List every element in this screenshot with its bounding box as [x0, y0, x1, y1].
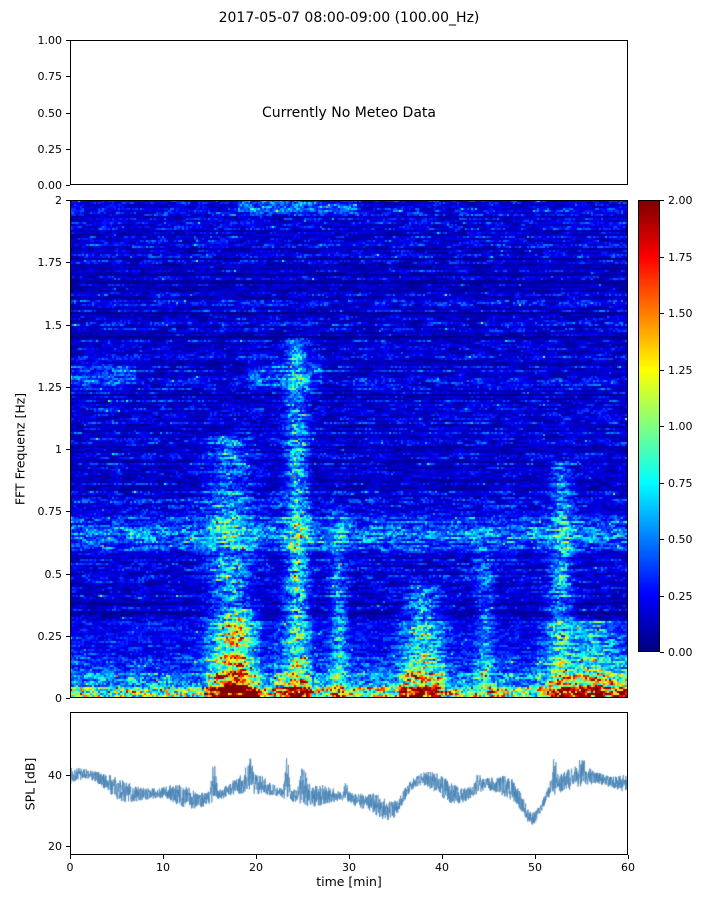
- y-tick-label: 0.75: [37, 70, 63, 83]
- figure-title: 2017-05-07 08:00-09:00 (100.00_Hz): [218, 10, 480, 26]
- colorbar-tick-label: 1.50: [668, 307, 693, 320]
- y-tick-label: 40: [48, 769, 62, 782]
- tick-mark: [70, 855, 71, 859]
- y-tick-label: 1.25: [37, 381, 63, 394]
- tick-mark: [66, 113, 70, 114]
- spectrogram-panel: [70, 200, 628, 698]
- tick-mark: [628, 855, 629, 859]
- tick-mark: [66, 846, 70, 847]
- x-tick-label: 30: [342, 861, 356, 874]
- tick-mark: [660, 483, 664, 484]
- y-tick-label: 20: [48, 840, 62, 853]
- meteo-panel: Currently No Meteo Data: [70, 40, 628, 185]
- colorbar-tick-label: 0.25: [668, 590, 693, 603]
- tick-mark: [66, 149, 70, 150]
- colorbar-tick-label: 1.75: [668, 251, 693, 264]
- tick-mark: [66, 387, 70, 388]
- tick-mark: [535, 855, 536, 859]
- y-tick-label: 0.75: [37, 505, 63, 518]
- colorbar: [638, 200, 660, 652]
- y-tick-label: 1.75: [37, 256, 63, 269]
- y-tick-label: 0.25: [37, 143, 63, 156]
- x-tick-label: 0: [66, 861, 74, 874]
- tick-mark: [163, 855, 164, 859]
- y-tick-label: 1.00: [37, 34, 63, 47]
- tick-mark: [660, 596, 664, 597]
- tick-mark: [66, 511, 70, 512]
- y-tick-label: 2: [55, 194, 62, 207]
- spl-y-axis-label: SPL [dB]: [22, 757, 38, 810]
- y-tick-label: 0.25: [37, 630, 63, 643]
- x-tick-label: 20: [249, 861, 263, 874]
- colorbar-tick-label: 0.50: [668, 533, 693, 546]
- y-tick-label: 0.50: [37, 107, 63, 120]
- colorbar-tick-label: 1.25: [668, 364, 693, 377]
- y-tick-label: 0.00: [37, 179, 63, 192]
- x-tick-label: 60: [621, 861, 635, 874]
- colorbar-gradient: [639, 201, 659, 651]
- tick-mark: [66, 775, 70, 776]
- tick-mark: [660, 257, 664, 258]
- colorbar-tick-label: 1.00: [668, 420, 693, 433]
- tick-mark: [660, 426, 664, 427]
- y-tick-label: 0.5: [44, 568, 63, 581]
- colorbar-tick-label: 0.75: [668, 477, 693, 490]
- tick-mark: [66, 76, 70, 77]
- y-tick-label: 1.5: [44, 319, 63, 332]
- colorbar-tick-label: 2.00: [668, 194, 693, 207]
- colorbar-tick-label: 0.00: [668, 646, 693, 659]
- tick-mark: [660, 313, 664, 314]
- tick-mark: [66, 262, 70, 263]
- tick-mark: [66, 200, 70, 201]
- tick-mark: [256, 855, 257, 859]
- tick-mark: [66, 574, 70, 575]
- tick-mark: [66, 449, 70, 450]
- y-tick-label: 0: [55, 692, 62, 705]
- no-meteo-annotation: Currently No Meteo Data: [262, 104, 436, 121]
- tick-mark: [66, 698, 70, 699]
- tick-mark: [660, 200, 664, 201]
- tick-mark: [660, 370, 664, 371]
- tick-mark: [442, 855, 443, 859]
- spl-line-chart: [71, 713, 627, 854]
- tick-mark: [66, 40, 70, 41]
- x-tick-label: 40: [435, 861, 449, 874]
- x-axis-label: time [min]: [316, 874, 382, 889]
- spl-panel: [70, 712, 628, 855]
- tick-mark: [66, 325, 70, 326]
- tick-mark: [660, 539, 664, 540]
- x-tick-label: 50: [528, 861, 542, 874]
- y-tick-label: 1: [55, 443, 62, 456]
- spectrogram-image: [71, 201, 627, 697]
- tick-mark: [660, 652, 664, 653]
- tick-mark: [349, 855, 350, 859]
- x-tick-label: 10: [156, 861, 170, 874]
- tick-mark: [66, 636, 70, 637]
- tick-mark: [66, 185, 70, 186]
